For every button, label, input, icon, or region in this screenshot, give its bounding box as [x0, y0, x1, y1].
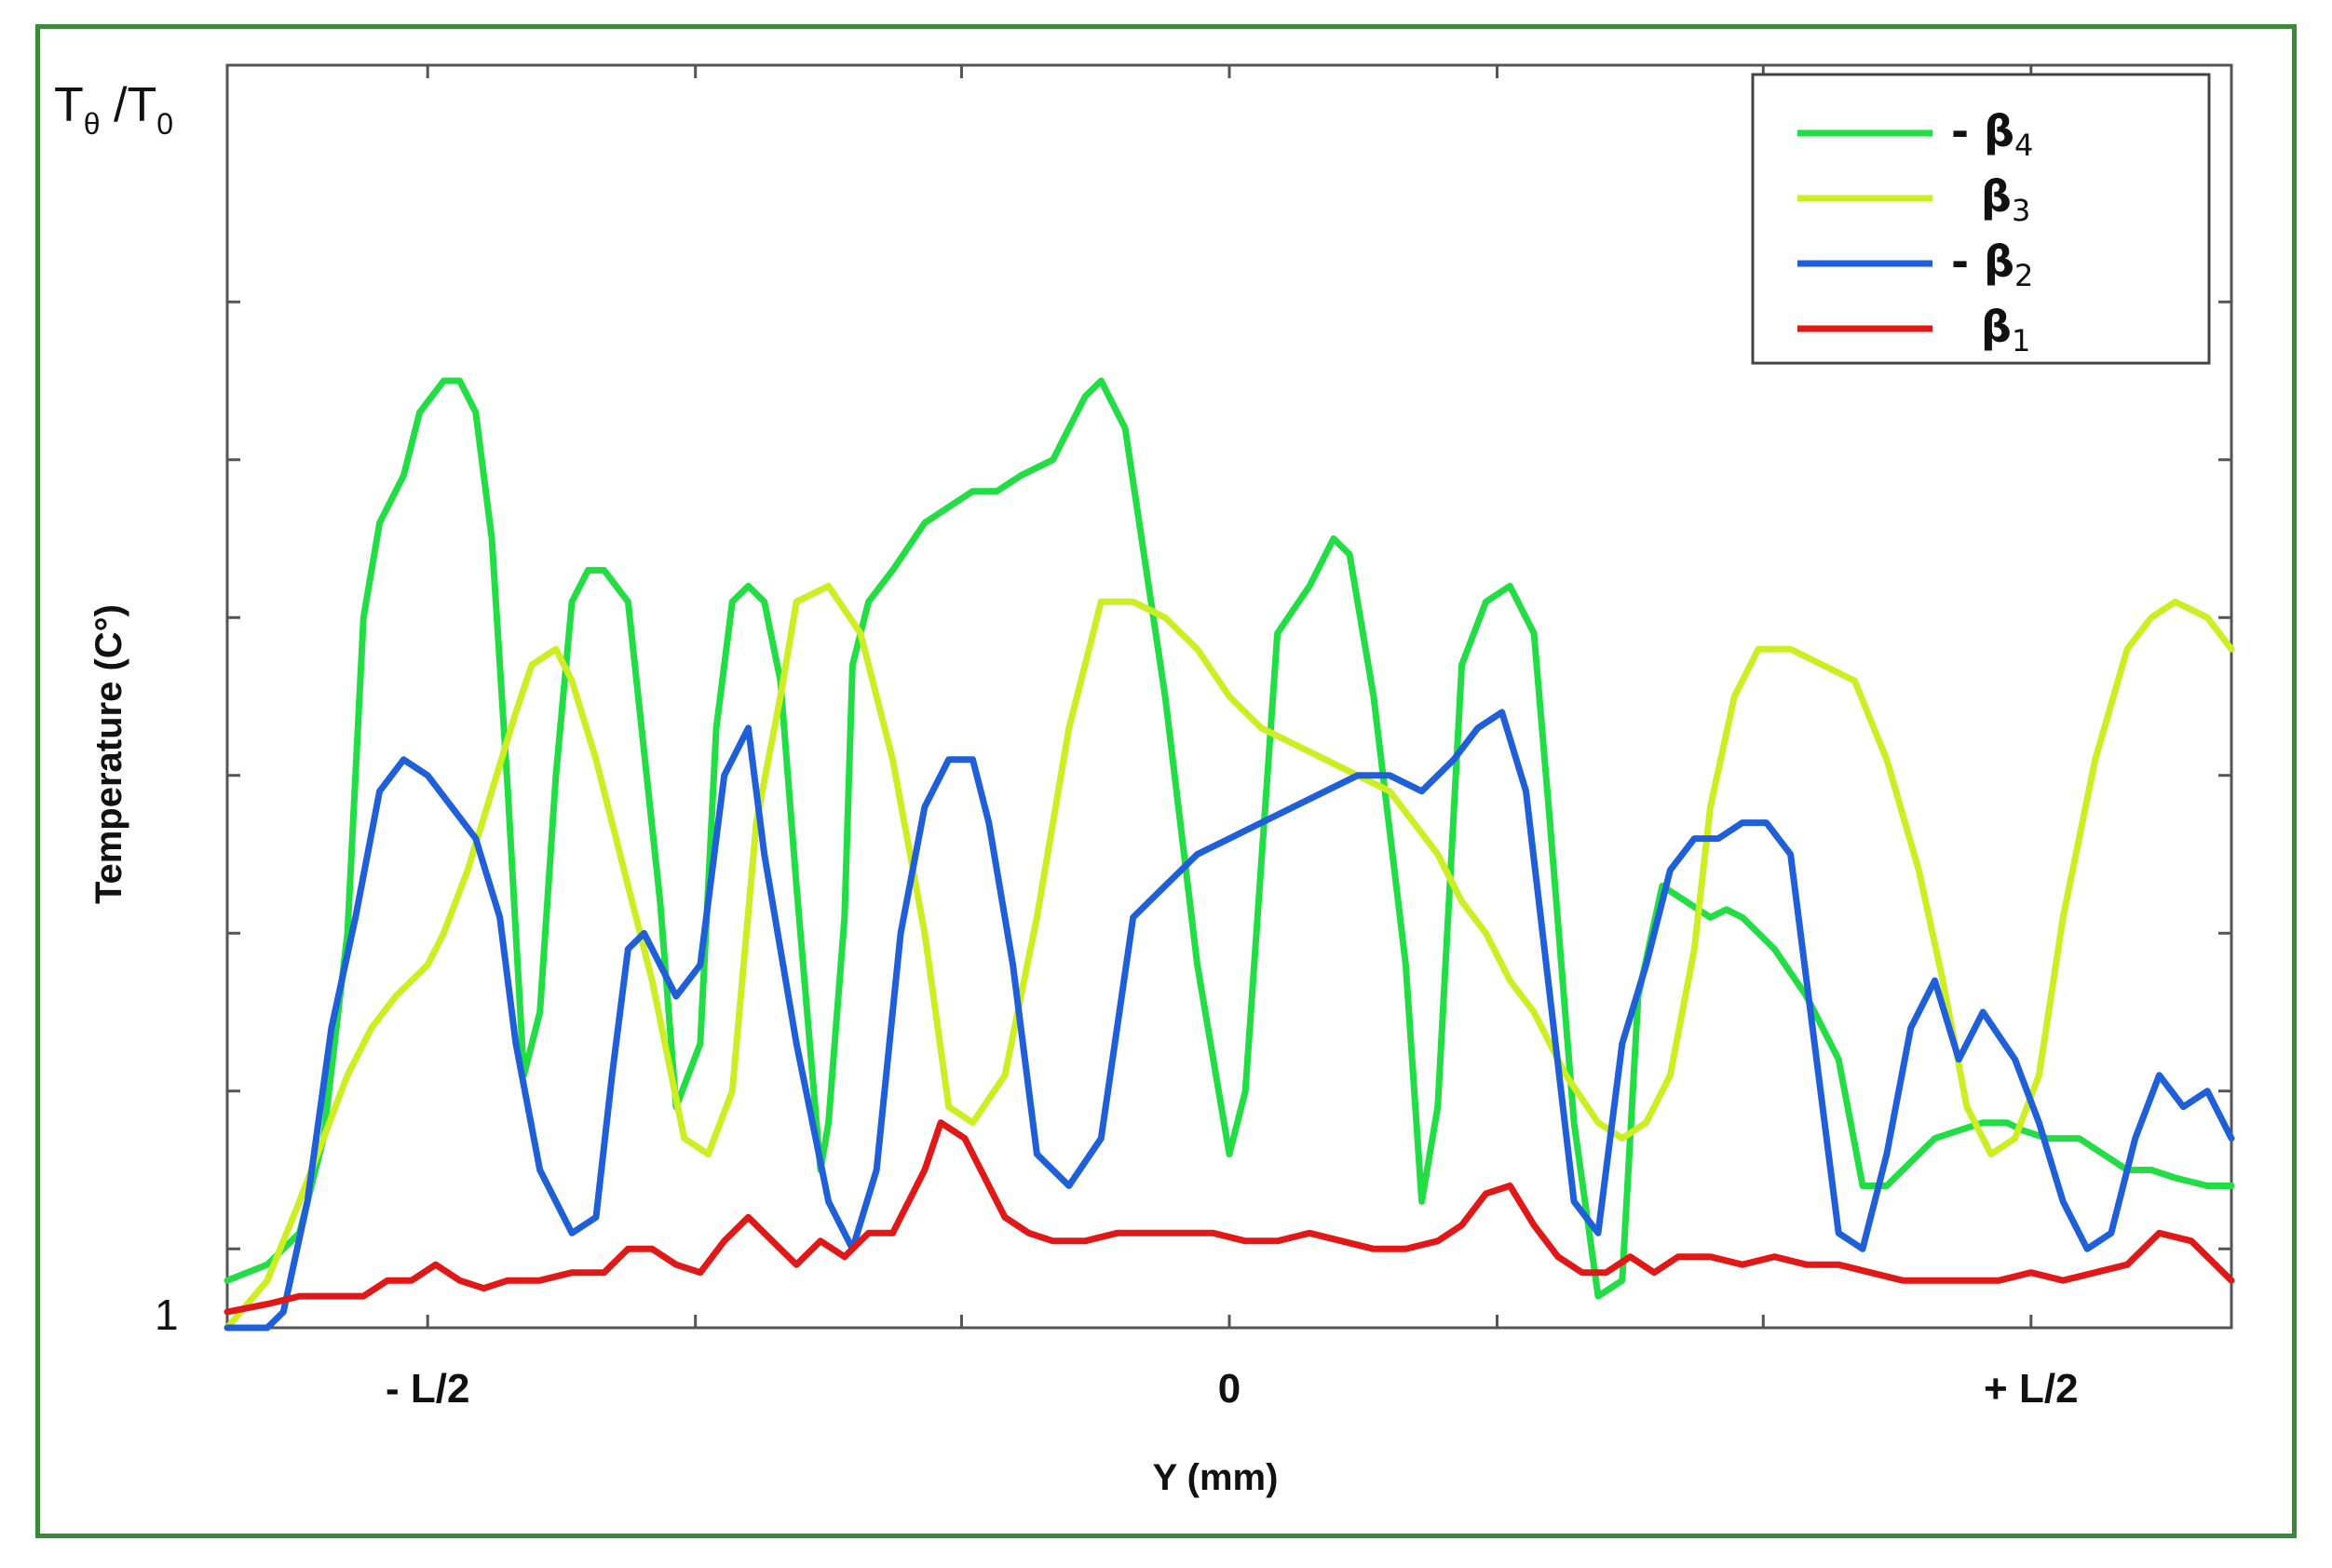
legend-prefix: -: [1951, 237, 1984, 287]
legend-box: [1751, 73, 2211, 365]
y-tick-label-1: 1: [155, 1291, 179, 1339]
x-tick-labels: - L/2 0 + L/2: [386, 1366, 2079, 1412]
series-line-β3: [224, 582, 2235, 1331]
legend-prefix: [1951, 171, 1981, 222]
legend-label: β3: [1951, 171, 2030, 228]
legend-base: β: [1984, 106, 2014, 156]
legend-label: - β4: [1951, 106, 2033, 163]
series-line-β4: [224, 377, 2235, 1300]
series-line-β1: [224, 1119, 2235, 1316]
legend-label: β1: [1951, 302, 2030, 358]
corner-label-main: T: [54, 78, 84, 132]
legend-sub: 3: [2012, 193, 2030, 228]
legend-prefix: [1951, 302, 1981, 352]
legend-sub: 2: [2014, 258, 2033, 293]
y-axis-label: Temperature (C°): [88, 604, 129, 904]
minor-ticks: [227, 65, 2231, 1328]
legend-sub: 1: [2012, 323, 2030, 358]
series-group: [224, 377, 2235, 1331]
corner-label: Tθ /T0: [54, 78, 173, 141]
legend-prefix: -: [1951, 106, 1984, 156]
legend-label: - β2: [1951, 237, 2033, 293]
x-tick-label: + L/2: [1984, 1366, 2079, 1412]
legend-base: β: [1981, 171, 2012, 222]
corner-label-sep: /T: [101, 78, 157, 132]
x-tick-label: 0: [1218, 1366, 1241, 1412]
x-axis-label: Y (mm): [1153, 1457, 1279, 1498]
x-tick-label: - L/2: [386, 1366, 469, 1412]
legend-sub: 4: [2014, 128, 2033, 163]
corner-label-sub: θ: [84, 107, 101, 141]
corner-label-sub2: 0: [156, 107, 173, 141]
legend: - β4 β3- β2 β1: [1751, 73, 2211, 365]
legend-base: β: [1984, 237, 2014, 287]
legend-base: β: [1981, 302, 2012, 352]
series-line-β2: [224, 709, 2235, 1331]
